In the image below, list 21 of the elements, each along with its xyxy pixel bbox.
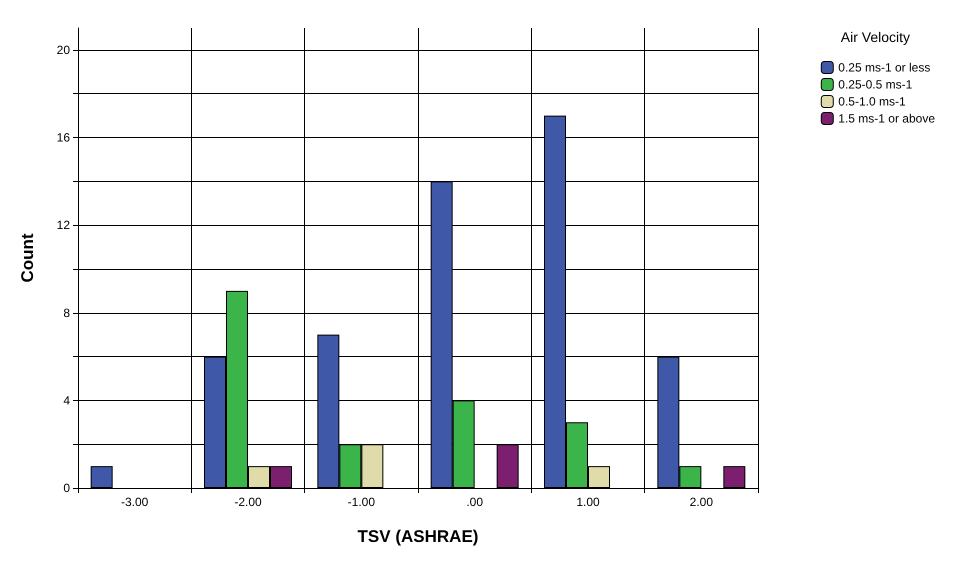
x-axis-title: TSV (ASHRAE)	[358, 527, 478, 546]
y-tick-label: 12	[56, 218, 70, 232]
bar	[90, 466, 113, 488]
legend-title: Air Velocity	[840, 29, 910, 45]
x-tick-label: -3.00	[120, 495, 149, 509]
y-tick-label: 4	[63, 393, 70, 408]
legend-label: 1.5 ms-1 or above	[838, 112, 936, 126]
x-tick-label: -2.00	[234, 495, 262, 509]
y-tick-label: 8	[63, 306, 70, 320]
x-tick-label: -1.00	[348, 495, 376, 509]
y-tick-label: 20	[56, 42, 70, 57]
x-tick-label: .00	[466, 495, 484, 509]
y-axis-title: Count	[18, 233, 37, 283]
x-tick-label: 1.00	[576, 495, 600, 509]
legend-label: 0.5-1.0 ms-1	[838, 94, 906, 108]
legend-label: 0.25 ms-1 or less	[838, 60, 930, 74]
legend-label: 0.25-0.5 ms-1	[838, 78, 913, 92]
y-tick-label: 0	[63, 481, 70, 495]
x-tick-label: 2.00	[690, 495, 714, 509]
y-tick-label: 16	[56, 130, 70, 145]
bar	[723, 466, 746, 488]
